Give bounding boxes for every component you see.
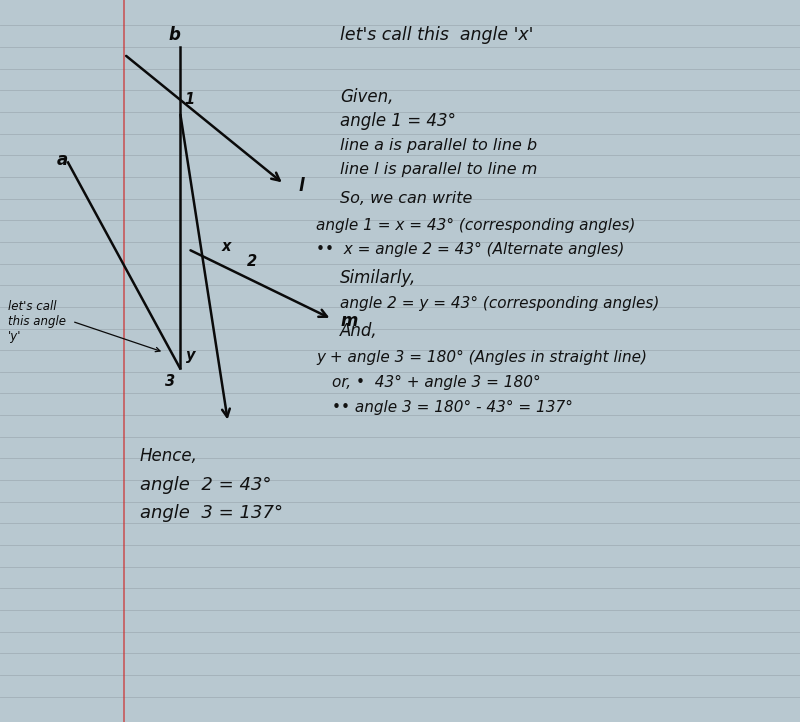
Text: line l is parallel to line m: line l is parallel to line m	[340, 162, 538, 177]
Text: let's call this  angle 'x': let's call this angle 'x'	[340, 26, 534, 43]
Text: Hence,: Hence,	[140, 448, 198, 465]
Text: 2: 2	[247, 254, 257, 269]
Text: And,: And,	[340, 322, 378, 339]
Text: y + angle 3 = 180° (Angles in straight line): y + angle 3 = 180° (Angles in straight l…	[316, 350, 647, 365]
Text: ••  x = angle 2 = 43° (Alternate angles): •• x = angle 2 = 43° (Alternate angles)	[316, 242, 624, 256]
Text: m: m	[341, 313, 358, 330]
Text: b: b	[169, 26, 180, 43]
Text: angle 2 = y = 43° (corresponding angles): angle 2 = y = 43° (corresponding angles)	[340, 296, 659, 310]
Text: angle 1 = x = 43° (corresponding angles): angle 1 = x = 43° (corresponding angles)	[316, 218, 635, 232]
Text: angle  3 = 137°: angle 3 = 137°	[140, 504, 283, 521]
Text: So, we can write: So, we can write	[340, 191, 472, 206]
Text: or, •  43° + angle 3 = 180°: or, • 43° + angle 3 = 180°	[332, 375, 541, 390]
Text: y: y	[186, 348, 195, 362]
Text: let's call
this angle
'y': let's call this angle 'y'	[8, 300, 66, 343]
Text: l: l	[298, 177, 305, 194]
Text: Similarly,: Similarly,	[340, 269, 416, 287]
Text: •• angle 3 = 180° - 43° = 137°: •• angle 3 = 180° - 43° = 137°	[332, 401, 573, 415]
Text: x: x	[222, 240, 231, 254]
Text: Given,: Given,	[340, 89, 394, 106]
Text: 1: 1	[185, 92, 194, 107]
Text: 3: 3	[165, 374, 174, 388]
Text: a: a	[57, 152, 68, 169]
Text: line a is parallel to line b: line a is parallel to line b	[340, 139, 537, 153]
Text: angle  2 = 43°: angle 2 = 43°	[140, 477, 271, 494]
Text: angle 1 = 43°: angle 1 = 43°	[340, 113, 456, 130]
